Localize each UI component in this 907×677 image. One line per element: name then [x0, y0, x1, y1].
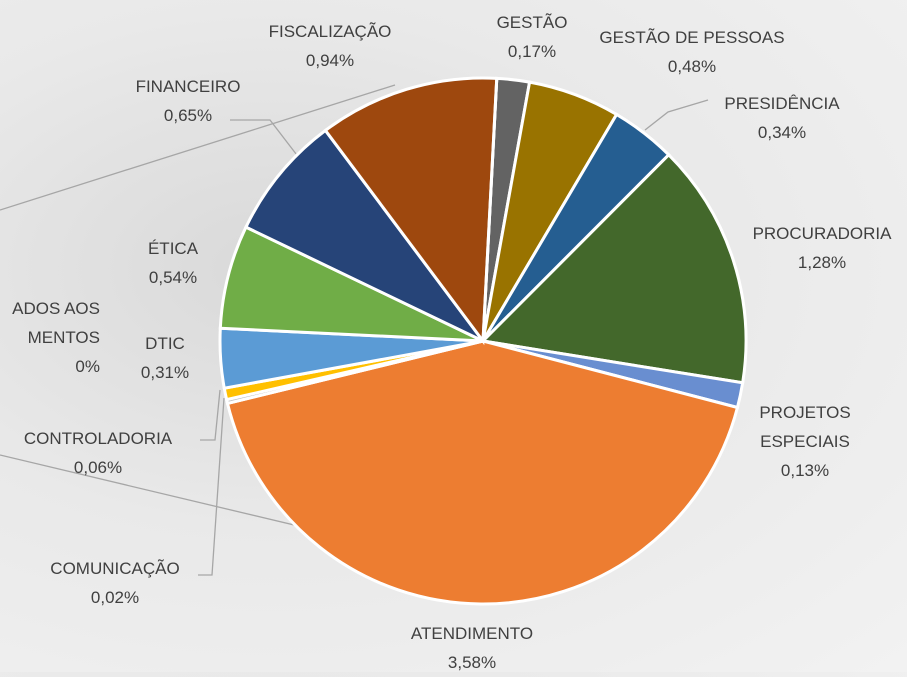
slice — [225, 339, 740, 606]
data-label: FINANCEIRO 0,65% — [136, 72, 241, 130]
data-label: DTIC 0,31% — [141, 329, 189, 387]
value-label: 0,02% — [90, 588, 140, 607]
data-label: GESTÃO DE PESSOAS 0,48% — [599, 23, 784, 81]
data-label: PROJETOS ESPECIAIS 0,13% — [759, 398, 850, 485]
data-label: ADOS AOS MENTOS 0% — [12, 294, 100, 381]
value-label: 0,48% — [667, 57, 717, 76]
data-label: PRESIDÊNCIA 0,34% — [724, 89, 839, 147]
value-label: 0,34% — [757, 123, 807, 142]
category-label: PRESIDÊNCIA — [724, 94, 840, 113]
data-label: CONTROLADORIA 0,06% — [24, 424, 172, 482]
category-label: FISCALIZAÇÃO — [268, 22, 392, 41]
category-label: COMUNICAÇÃO — [50, 559, 180, 578]
category-label: GESTÃO — [496, 13, 568, 32]
data-label: PROCURADORIA 1,28% — [753, 219, 892, 277]
data-label: ÉTICA 0,54% — [148, 234, 198, 292]
slice — [243, 128, 485, 343]
value-label: 0,17% — [507, 42, 557, 61]
value-label: 0,94% — [305, 51, 355, 70]
pie — [218, 76, 748, 606]
value-label: 0% — [75, 357, 100, 376]
data-label: COMUNICAÇÃO 0,02% — [50, 554, 179, 612]
leader-line — [200, 389, 221, 441]
value-label: 0,65% — [163, 106, 213, 125]
value-label: 1,28% — [797, 253, 847, 272]
category-label: GESTÃO DE PESSOAS — [599, 28, 785, 47]
value-label: 0,13% — [780, 461, 830, 480]
category-label: PROCURADORIA — [752, 224, 892, 243]
value-label: 0,31% — [140, 363, 190, 382]
leader-line — [644, 99, 709, 131]
category-label: ATENDIMENTO — [410, 624, 534, 643]
leader-line — [198, 397, 225, 576]
slice — [479, 152, 748, 385]
value-label: 0,54% — [148, 268, 198, 287]
category-label: PROJETOS ESPECIAIS — [759, 403, 851, 451]
category-label: ÉTICA — [147, 239, 199, 258]
category-label: DTIC — [145, 334, 185, 353]
data-label: FISCALIZAÇÃO 0,94% — [269, 17, 392, 75]
data-label: GESTÃO 0,17% — [497, 8, 568, 66]
data-label: ATENDIMENTO 3,58% — [411, 619, 533, 677]
slice — [323, 76, 499, 346]
leader-line — [0, 84, 396, 211]
category-label: CONTROLADORIA — [23, 429, 173, 448]
category-label: FINANCEIRO — [135, 77, 241, 96]
category-label: ADOS AOS MENTOS — [12, 299, 100, 347]
value-label: 0,06% — [73, 458, 123, 477]
value-label: 3,58% — [447, 653, 497, 672]
